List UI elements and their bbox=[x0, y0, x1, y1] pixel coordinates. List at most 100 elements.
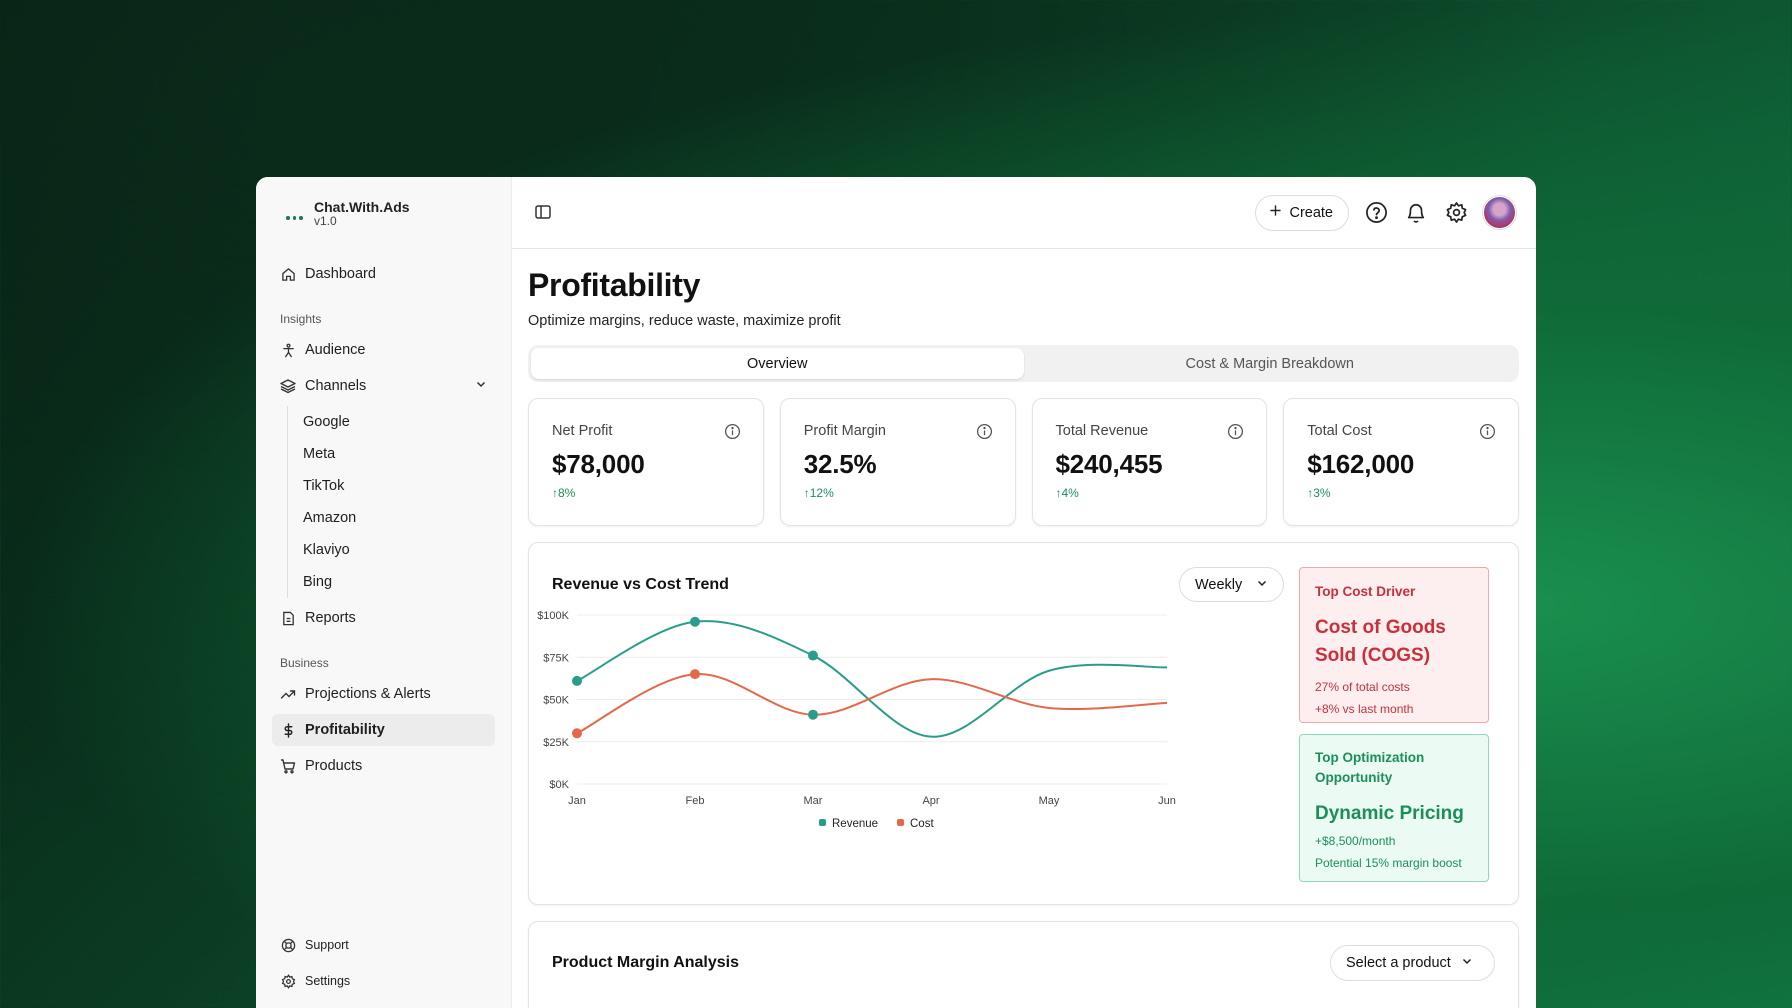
topbar: Create bbox=[512, 177, 1536, 249]
sidebar-toggle-icon[interactable] bbox=[534, 203, 554, 223]
tab-cost-margin-breakdown[interactable]: Cost & Margin Breakdown bbox=[1185, 355, 1354, 372]
app-version: v1.0 bbox=[314, 214, 337, 228]
topbar-actions: Create bbox=[1255, 194, 1516, 231]
cart-icon bbox=[280, 758, 296, 774]
brand[interactable]: Chat.With.Ads v1.0 bbox=[272, 199, 495, 234]
insight-title: Dynamic Pricing bbox=[1315, 803, 1464, 824]
app-window: Chat.With.Ads v1.0 Dashboard Insights Au… bbox=[256, 177, 1536, 1008]
sidebar-item-klaviyo[interactable]: Klaviyo bbox=[303, 542, 350, 558]
person-icon bbox=[280, 342, 296, 358]
kpi-card-net-profit: Net Profit $78,000 ↑8% bbox=[528, 398, 764, 526]
kpi-label: Total Cost bbox=[1307, 423, 1372, 439]
sidebar-item-label: Dashboard bbox=[305, 266, 376, 282]
chevron-down-icon bbox=[1461, 955, 1473, 971]
page-title: Profitability bbox=[528, 267, 701, 303]
brand-logo-icon bbox=[282, 202, 314, 234]
revenue-point bbox=[808, 709, 818, 720]
kpi-delta: ↑12% bbox=[803, 486, 834, 500]
legend-swatch bbox=[819, 819, 826, 826]
lifebuoy-icon bbox=[280, 937, 296, 953]
sidebar-item-reports[interactable]: Reports bbox=[272, 602, 495, 634]
notifications-button[interactable] bbox=[1403, 200, 1429, 226]
kpi-delta: ↑3% bbox=[1307, 486, 1331, 500]
tab-overview[interactable]: Overview bbox=[531, 348, 1024, 379]
x-tick-label: Jan bbox=[568, 795, 586, 807]
avatar[interactable] bbox=[1483, 196, 1516, 229]
y-tick-label: $75K bbox=[543, 652, 569, 664]
sidebar-item-bing[interactable]: Bing bbox=[303, 574, 333, 590]
info-icon[interactable] bbox=[976, 423, 993, 440]
top-cost-driver-card: Top Cost Driver Cost of Goods Sold (COGS… bbox=[1299, 567, 1489, 723]
cost-point bbox=[572, 728, 582, 739]
bell-icon bbox=[1407, 203, 1425, 223]
page-subtitle: Optimize margins, reduce waste, maximize… bbox=[528, 313, 841, 329]
cost-line bbox=[576, 673, 1168, 735]
sidebar: Chat.With.Ads v1.0 Dashboard Insights Au… bbox=[256, 177, 512, 1008]
top-optimization-card: Top Optimization Opportunity Dynamic Pri… bbox=[1299, 734, 1489, 882]
info-icon[interactable] bbox=[1227, 423, 1244, 440]
period-select[interactable]: Weekly bbox=[1179, 567, 1284, 602]
settings-button[interactable] bbox=[1443, 200, 1469, 226]
kpi-card-profit-margin: Profit Margin 32.5% ↑12% bbox=[779, 398, 1016, 526]
sidebar-item-products[interactable]: Products bbox=[272, 750, 495, 782]
sidebar-item-label: Settings bbox=[305, 974, 351, 988]
gear-icon bbox=[280, 973, 296, 989]
cost-point bbox=[690, 669, 700, 680]
kpi-value: 32.5% bbox=[803, 449, 877, 479]
kpi-value: $78,000 bbox=[552, 449, 645, 479]
y-tick-label: $100K bbox=[537, 610, 569, 622]
revenue-point bbox=[808, 650, 818, 661]
info-icon[interactable] bbox=[1479, 423, 1496, 440]
sidebar-item-audience[interactable]: Audience bbox=[272, 334, 495, 366]
insight-detail: +$8,500/month bbox=[1315, 834, 1396, 848]
revenue-point bbox=[690, 616, 700, 627]
y-tick-label: $25K bbox=[543, 737, 569, 749]
app-name: Chat.With.Ads bbox=[314, 199, 410, 215]
sidebar-item-profitability[interactable]: Profitability bbox=[272, 714, 495, 746]
kpi-delta: ↑4% bbox=[1055, 486, 1079, 500]
revenue-point bbox=[572, 675, 582, 686]
insight-title: Cost of Goods Sold (COGS) bbox=[1315, 617, 1446, 666]
insight-heading: Top Cost Driver bbox=[1315, 584, 1416, 599]
sidebar-item-settings[interactable]: Settings bbox=[272, 965, 495, 997]
sidebar-item-label: Reports bbox=[305, 610, 356, 626]
product-select[interactable]: Select a product bbox=[1330, 945, 1495, 981]
sidebar-item-amazon[interactable]: Amazon bbox=[303, 510, 357, 526]
insight-heading: Top Optimization Opportunity bbox=[1315, 750, 1425, 785]
create-button[interactable]: Create bbox=[1255, 194, 1349, 231]
sidebar-item-projections[interactable]: Projections & Alerts bbox=[272, 678, 495, 710]
document-icon bbox=[280, 610, 296, 626]
x-tick-label: Mar bbox=[804, 795, 823, 807]
legend-label: Revenue bbox=[832, 818, 878, 830]
legend-swatch bbox=[897, 819, 904, 826]
sidebar-footer: Support Settings bbox=[272, 929, 495, 1001]
sidebar-item-google[interactable]: Google bbox=[303, 414, 350, 430]
sidebar-item-dashboard[interactable]: Dashboard bbox=[272, 258, 495, 290]
kpi-row: Net Profit $78,000 ↑8% Profit Margin 32.… bbox=[528, 398, 1519, 526]
kpi-card-total-cost: Total Cost $162,000 ↑3% bbox=[1283, 398, 1519, 526]
chevron-down-icon[interactable] bbox=[475, 378, 487, 394]
y-tick-label: $0K bbox=[549, 779, 569, 791]
insight-detail: +8% vs last month bbox=[1315, 702, 1414, 716]
chart-title: Revenue vs Cost Trend bbox=[552, 576, 729, 593]
revenue-cost-trend-card: $0K $25K $50K $75K $100K Jan Feb Mar Apr May Jun Re… bbox=[528, 542, 1519, 905]
section-label-business: Business bbox=[280, 656, 329, 670]
chevron-down-icon bbox=[1256, 577, 1268, 593]
plus-icon bbox=[1269, 204, 1282, 221]
info-icon[interactable] bbox=[724, 423, 741, 440]
sidebar-item-tiktok[interactable]: TikTok bbox=[303, 478, 345, 494]
sidebar-item-support[interactable]: Support bbox=[272, 929, 495, 961]
sidebar-item-label: Profitability bbox=[305, 722, 385, 738]
revenue-cost-chart: $0K $25K $50K $75K $100K Jan Feb Mar Apr May Jun Re… bbox=[537, 610, 1176, 830]
kpi-delta: ↑8% bbox=[552, 486, 576, 500]
sidebar-item-channels[interactable]: Channels bbox=[272, 370, 495, 402]
page-content: Profitability Optimize margins, reduce w… bbox=[512, 249, 1536, 1008]
tab-bar: Overview Cost & Margin Breakdown bbox=[528, 345, 1519, 382]
help-icon bbox=[1365, 202, 1387, 223]
sidebar-item-meta[interactable]: Meta bbox=[303, 446, 336, 462]
help-button[interactable] bbox=[1363, 200, 1389, 226]
sidebar-item-label: Audience bbox=[305, 342, 366, 358]
gear-icon bbox=[1446, 202, 1466, 223]
kpi-label: Profit Margin bbox=[803, 423, 886, 439]
home-icon bbox=[280, 266, 296, 282]
